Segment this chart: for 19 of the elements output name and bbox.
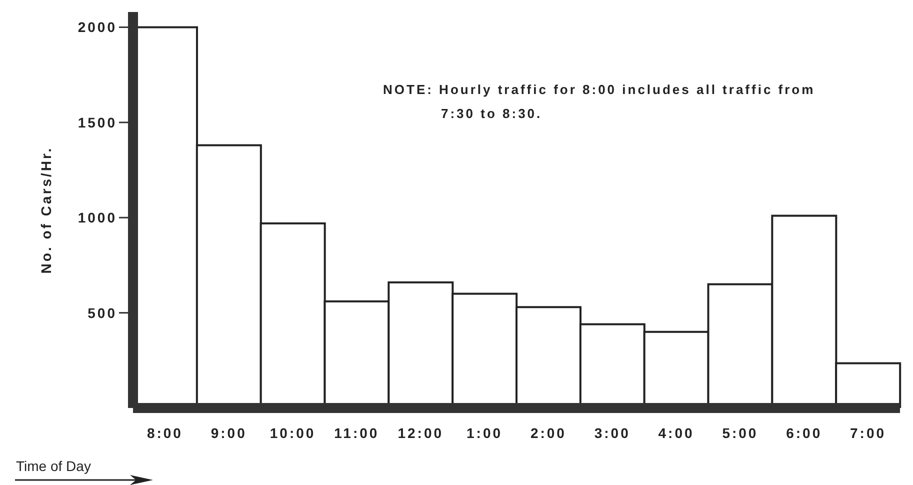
- annotation: NOTE: Hourly traffic for 8:00 includes all traffic from 7:30 to 8:30.: [383, 81, 816, 123]
- x-axis-title: Time of Day: [16, 458, 91, 474]
- x-tick-label: 2:00: [530, 424, 566, 441]
- x-tick-label: 11:00: [334, 424, 380, 441]
- y-tick-label: 1000: [78, 210, 117, 226]
- x-tick-label: 9:00: [210, 424, 247, 441]
- y-tick-label: 2000: [78, 19, 117, 36]
- y-axis-title: No. of Cars/Hr.: [38, 146, 54, 274]
- x-tick-label: 5:00: [722, 424, 758, 441]
- x-tick-label: 10:00: [270, 424, 316, 441]
- x-tick-label: 6:00: [786, 424, 822, 441]
- x-tick-label: 3:00: [594, 424, 630, 441]
- x-tick-label: 7:00: [850, 424, 886, 441]
- y-tick-label: 1500: [78, 114, 117, 130]
- x-tick-label: 12:00: [398, 424, 444, 441]
- x-tick-label: 4:00: [658, 424, 694, 441]
- x-tick-label: 1:00: [466, 424, 503, 441]
- x-tick-label: 8:00: [146, 424, 183, 441]
- y-tick-label: 500: [88, 304, 117, 321]
